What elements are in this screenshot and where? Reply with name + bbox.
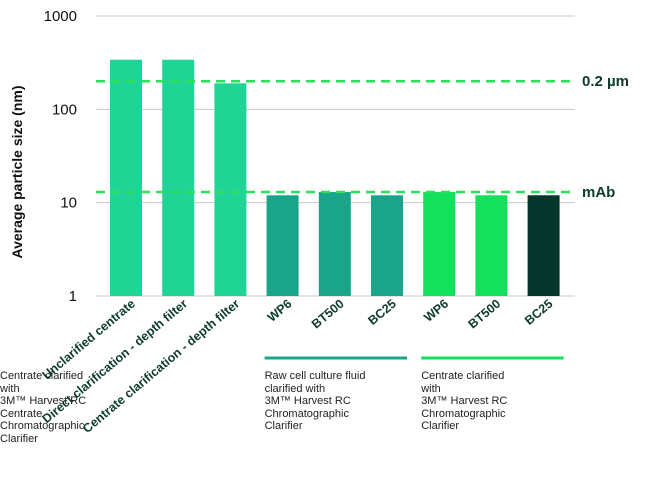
bars xyxy=(110,59,560,296)
bar xyxy=(527,195,560,296)
reference-line-label: mAb xyxy=(582,184,615,201)
bar xyxy=(371,195,403,296)
bar xyxy=(475,195,508,296)
y-axis-ticks: 1 10 100 1000 xyxy=(44,8,77,305)
bar xyxy=(214,83,247,296)
y-axis-label: Average particle size (nm) xyxy=(9,86,25,259)
category-label: WP6 xyxy=(265,297,295,325)
bar xyxy=(423,192,456,296)
y-tick-label: 1000 xyxy=(44,8,77,25)
group-caption: Centrate clarified with 3M™ Harvest RC C… xyxy=(0,370,87,445)
category-label: BT500 xyxy=(309,297,347,332)
category-label: BT500 xyxy=(466,297,504,332)
bar xyxy=(110,59,142,296)
y-tick-label: 1 xyxy=(69,288,77,305)
bar xyxy=(266,195,299,296)
category-label: BC25 xyxy=(365,297,399,328)
reference-line-label: 0.2 µm xyxy=(582,73,629,90)
bar xyxy=(162,59,195,296)
group-caption: Centrate clarified with 3M™ Harvest RC C… xyxy=(421,370,508,432)
y-tick-label: 100 xyxy=(52,101,77,118)
bar xyxy=(318,192,351,296)
category-label: WP6 xyxy=(421,297,451,325)
category-label: BC25 xyxy=(522,297,556,328)
reference-lines: 0.2 µm mAb xyxy=(96,73,629,201)
y-tick-label: 10 xyxy=(60,195,77,212)
group-caption: Raw cell culture fluid clarified with 3M… xyxy=(264,370,366,432)
